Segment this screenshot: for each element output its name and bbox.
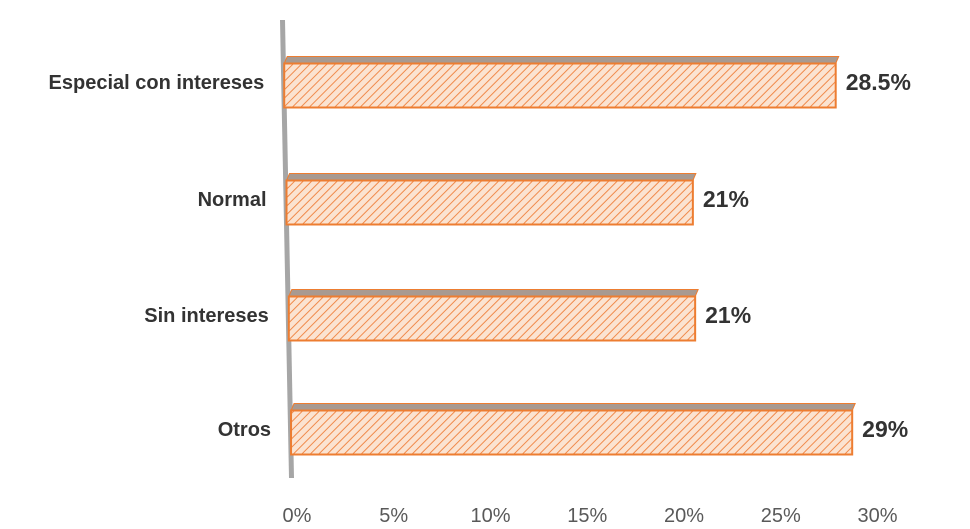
x-tick-label: 15% xyxy=(567,505,607,527)
category-label: Normal xyxy=(198,189,267,211)
bars-group xyxy=(283,56,856,456)
x-tick-label: 20% xyxy=(664,505,704,527)
bar-3 xyxy=(287,289,699,342)
bar-top-face xyxy=(285,173,697,181)
bar-front-face xyxy=(285,179,694,226)
category-label: Sin intereses xyxy=(144,305,269,327)
axis-wall xyxy=(280,20,294,478)
data-label: 28.5% xyxy=(846,69,911,95)
data-label: 21% xyxy=(703,186,749,212)
data-label: 21% xyxy=(705,302,751,328)
data-label: 29% xyxy=(862,416,908,442)
category-label: Especial con intereses xyxy=(49,72,265,94)
data-labels: 28.5% 21% 21% 29% xyxy=(703,69,911,442)
bar-top-face xyxy=(288,289,699,297)
axis-wall-line xyxy=(280,20,294,478)
bar-front-face xyxy=(290,409,854,456)
category-labels: Especial con intereses Normal Sin interese… xyxy=(49,72,271,441)
bar-top-face xyxy=(283,56,840,64)
x-tick-label: 10% xyxy=(470,505,510,527)
category-label: Otros xyxy=(218,419,271,441)
bar-top-face xyxy=(290,403,856,411)
x-tick-label: 30% xyxy=(857,505,897,527)
bar-front-face xyxy=(283,62,837,109)
bar-front-face xyxy=(287,295,697,342)
x-axis-ticks: 0% 5% 10% 15% 20% 25% 30% xyxy=(283,505,898,527)
x-tick-label: 0% xyxy=(283,505,312,527)
x-tick-label: 5% xyxy=(379,505,408,527)
bar-2 xyxy=(285,173,697,226)
x-tick-label: 25% xyxy=(761,505,801,527)
bar-4 xyxy=(290,403,856,456)
bar-1 xyxy=(283,56,840,109)
